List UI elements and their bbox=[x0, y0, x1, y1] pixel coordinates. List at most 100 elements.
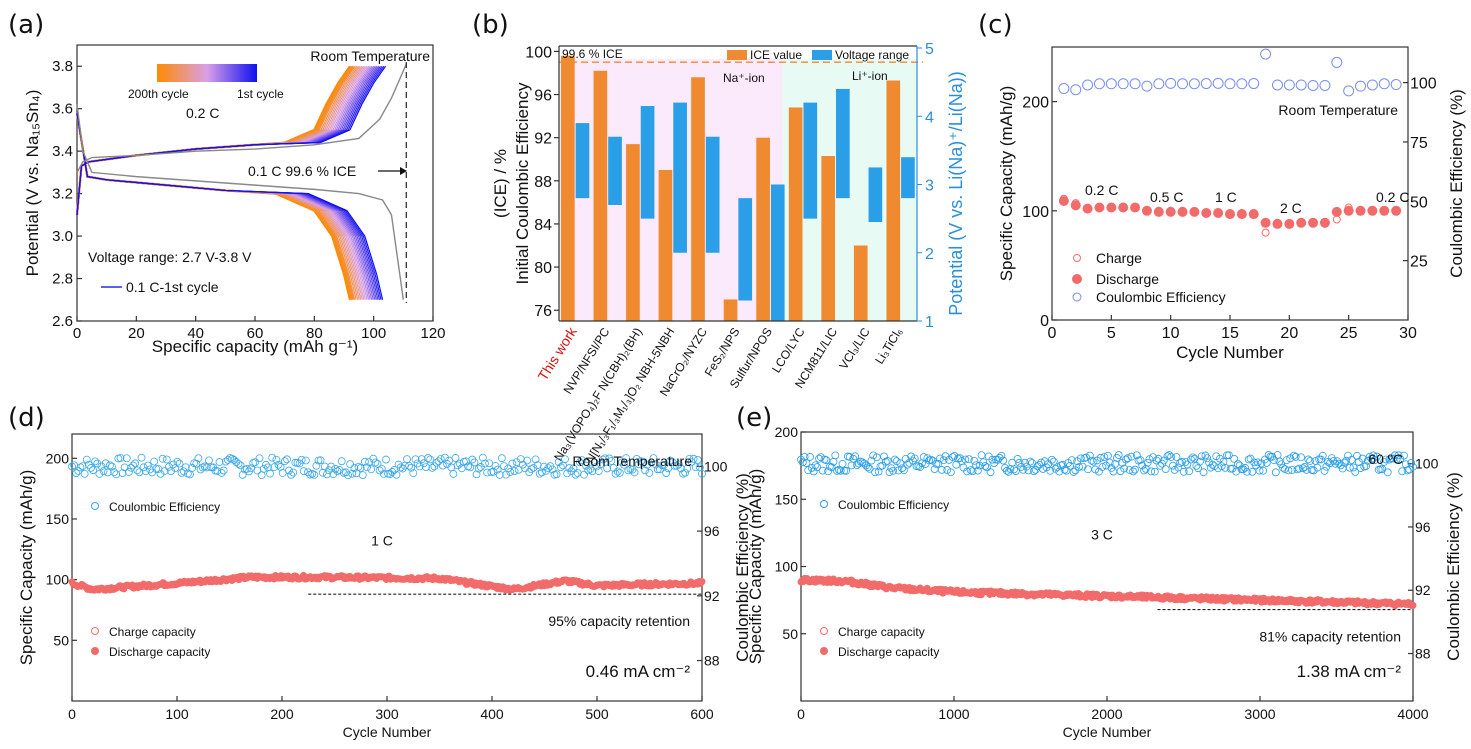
x-axis-label-c: Cycle Number bbox=[1176, 343, 1284, 362]
ce-point bbox=[1029, 467, 1038, 476]
discharge-point bbox=[1118, 202, 1129, 213]
ce-point bbox=[1279, 463, 1287, 472]
ce-point bbox=[181, 463, 190, 472]
ce-point bbox=[1264, 451, 1273, 459]
ce-point bbox=[1100, 453, 1109, 461]
ce-point bbox=[1197, 452, 1206, 461]
discharge-point bbox=[1319, 217, 1330, 228]
ce-point bbox=[379, 469, 388, 478]
ce-point bbox=[556, 463, 565, 472]
ce-point bbox=[1297, 453, 1305, 462]
ce-point bbox=[645, 469, 654, 477]
ce-point bbox=[1306, 457, 1314, 465]
ce-point bbox=[1161, 465, 1170, 473]
ce-point bbox=[331, 465, 340, 473]
discharge-curve-a bbox=[76, 112, 381, 300]
ce-point bbox=[179, 467, 188, 476]
ce-point bbox=[135, 468, 144, 477]
ce-point bbox=[407, 463, 416, 472]
ce-point bbox=[478, 453, 487, 462]
charge-curve-a bbox=[76, 65, 376, 215]
ce-point bbox=[1062, 466, 1071, 475]
annotation-temperature-e: 60 ºC bbox=[1368, 451, 1403, 467]
ce-point bbox=[910, 454, 919, 463]
ce-point bbox=[1259, 466, 1268, 475]
ce-point bbox=[540, 462, 548, 471]
ce-point bbox=[272, 455, 281, 464]
ce-point bbox=[346, 460, 355, 469]
ce-point bbox=[1105, 78, 1117, 90]
ce-point bbox=[137, 453, 146, 462]
ce-point bbox=[1400, 451, 1408, 460]
ce-point bbox=[883, 457, 892, 465]
y-axis-label-c: Specific Capacity (mAh/g) bbox=[997, 86, 1016, 282]
ce-point bbox=[881, 457, 890, 466]
y-tick-label-e: 100 bbox=[775, 559, 799, 575]
ce-point bbox=[1403, 466, 1412, 475]
ce-point bbox=[1199, 468, 1208, 477]
ce-point bbox=[630, 468, 639, 477]
ce-point bbox=[869, 451, 878, 460]
ce-point bbox=[952, 460, 961, 469]
discharge-curve-a bbox=[76, 112, 384, 300]
ce-point bbox=[1203, 454, 1212, 463]
ce-point bbox=[599, 455, 607, 464]
ce-point bbox=[851, 452, 860, 461]
ce-point bbox=[1028, 459, 1036, 467]
panel-label-a: (a) bbox=[8, 10, 44, 40]
ce-point bbox=[1236, 78, 1248, 90]
ce-point bbox=[173, 457, 182, 466]
voltage-range-bar bbox=[640, 106, 655, 219]
discharge-point bbox=[1391, 205, 1402, 216]
legend-marker-charge bbox=[91, 627, 99, 635]
y-tick-label-d: 100 bbox=[46, 572, 70, 588]
voltage-range-bar bbox=[608, 136, 622, 205]
ce-point bbox=[845, 453, 854, 461]
ce-point bbox=[552, 470, 561, 479]
ce-point bbox=[224, 456, 232, 464]
ce-point bbox=[628, 465, 637, 474]
ce-point bbox=[1390, 79, 1402, 91]
ce-point bbox=[120, 463, 129, 472]
discharge-point bbox=[1141, 205, 1152, 216]
ice-bar bbox=[561, 55, 575, 322]
ce-point bbox=[386, 470, 395, 478]
ce-point bbox=[373, 459, 382, 468]
ce-point bbox=[99, 467, 108, 475]
ce-point bbox=[1147, 467, 1156, 476]
ice-bar bbox=[821, 156, 836, 321]
legend-label-ce: Coulombic Efficiency bbox=[1096, 289, 1226, 305]
x-tick-label-e: 3000 bbox=[1244, 706, 1275, 722]
ce-point bbox=[937, 465, 946, 474]
y-right-tick-label-e: 92 bbox=[1415, 582, 1431, 598]
ce-point bbox=[213, 467, 222, 475]
ce-point bbox=[1271, 79, 1283, 91]
y-tick-label-c: 0 bbox=[1040, 313, 1049, 330]
ce-point bbox=[1140, 466, 1148, 475]
ce-point bbox=[979, 458, 988, 467]
ce-point bbox=[1087, 456, 1096, 465]
ce-point bbox=[392, 470, 401, 479]
ce-point bbox=[1046, 466, 1055, 475]
ce-point bbox=[1317, 455, 1325, 464]
ce-point bbox=[1163, 452, 1172, 461]
ce-point bbox=[68, 462, 76, 471]
ce-point bbox=[798, 458, 807, 467]
ce-point bbox=[831, 451, 840, 460]
ce-point bbox=[274, 460, 283, 469]
ce-point bbox=[588, 467, 597, 476]
ce-point bbox=[268, 453, 277, 462]
ce-point bbox=[1141, 464, 1150, 473]
ce-point bbox=[143, 461, 152, 470]
panel-label-e: (e) bbox=[736, 403, 772, 433]
first-cycle-charge-curve bbox=[76, 63, 407, 173]
y-tick-label-b: 88 bbox=[534, 174, 552, 191]
ce-point bbox=[997, 451, 1006, 460]
ce-point bbox=[497, 454, 506, 463]
ce-point bbox=[613, 467, 622, 476]
legend-label-discharge: Discharge bbox=[1096, 271, 1159, 287]
ce-point bbox=[1026, 457, 1035, 466]
ce-point bbox=[253, 466, 262, 475]
discharge-point bbox=[1355, 205, 1366, 216]
charge-curve-a bbox=[76, 65, 387, 215]
